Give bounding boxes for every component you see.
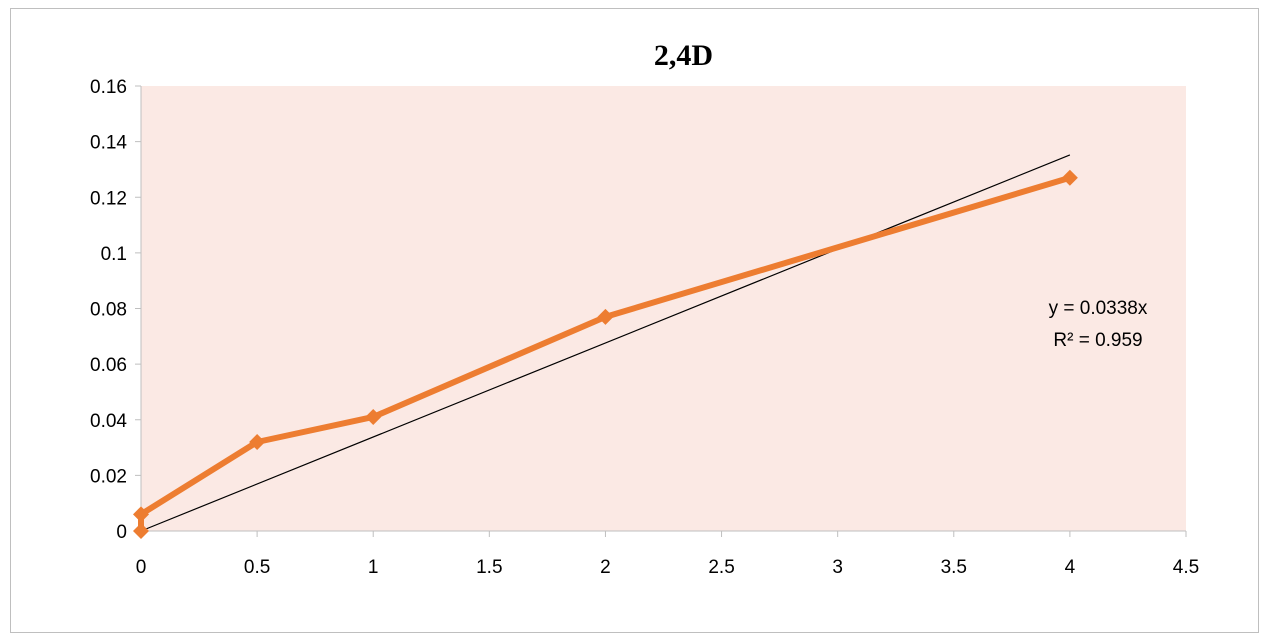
y-tick-label: 0.1 — [101, 244, 127, 265]
y-tick-label: 0.06 — [90, 355, 127, 376]
x-tick-label: 1 — [368, 557, 379, 578]
chart-title: 2,4D — [654, 39, 713, 72]
x-tick-label: 0.5 — [244, 557, 270, 578]
y-tick-label: 0.08 — [90, 300, 127, 321]
trendline — [140, 154, 1071, 532]
trendline-equation-label: y = 0.0338x — [1049, 298, 1148, 319]
x-tick-label: 2.5 — [708, 557, 734, 578]
y-tick-label: 0.12 — [90, 188, 127, 209]
y-tick-label: 0.02 — [90, 466, 127, 487]
plot-area — [141, 86, 1186, 531]
y-tick-label: 0.16 — [90, 77, 127, 98]
x-tick-label: 1.5 — [476, 557, 502, 578]
trendline-r2-label: R² = 0.959 — [1053, 330, 1142, 351]
y-tick-label: 0.14 — [90, 133, 127, 154]
data-point-marker — [133, 523, 149, 539]
x-tick-label: 4 — [1065, 557, 1076, 578]
y-tick-label: 0 — [116, 522, 127, 543]
data-point-marker — [249, 434, 266, 450]
data-point-marker — [365, 408, 382, 425]
x-tick-label: 2 — [600, 557, 611, 578]
data-point-marker — [133, 506, 149, 523]
x-tick-label: 3 — [832, 557, 843, 578]
y-tick-label: 0.04 — [90, 411, 127, 432]
x-tick-label: 0 — [136, 557, 147, 578]
data-point-marker — [597, 308, 614, 325]
y-axis-ticks: 0 0.02 0.04 0.06 0.08 0.1 0.12 0.14 0.16 — [90, 77, 141, 543]
chart-container: 0 0.02 0.04 0.06 0.08 0.1 0.12 0.14 0.16 0 0.5 1 1.… — [10, 8, 1259, 633]
data-point-marker — [1061, 169, 1078, 186]
x-tick-label: 3.5 — [941, 557, 967, 578]
series-group — [133, 169, 1078, 539]
x-axis-ticks: 0 0.5 1 1.5 2 2.5 3 3.5 4 4.5 — [136, 531, 1199, 578]
x-tick-label: 4.5 — [1173, 557, 1199, 578]
line-chart: 0 0.02 0.04 0.06 0.08 0.1 0.12 0.14 0.16 0 0.5 1 1.… — [90, 39, 1199, 578]
